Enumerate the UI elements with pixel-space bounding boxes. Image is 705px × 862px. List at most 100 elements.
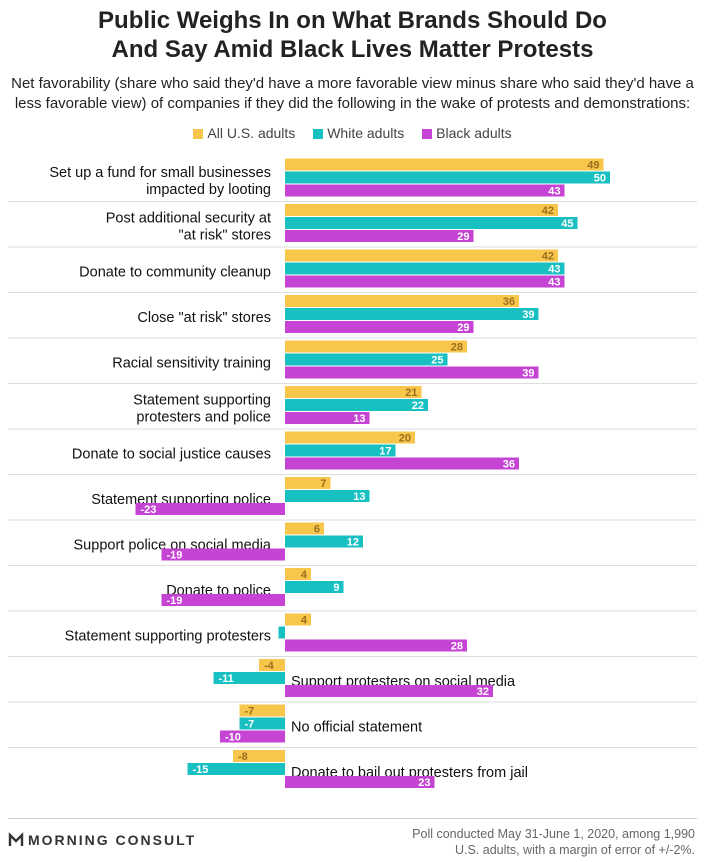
data-label: 36: [503, 459, 515, 471]
legend-item-all: All U.S. adults: [193, 125, 295, 141]
data-label: 28: [451, 641, 463, 653]
data-label: 21: [405, 387, 417, 399]
data-label: -11: [219, 673, 234, 685]
legend-swatch-white: [313, 129, 324, 139]
legend-item-black: Black adults: [422, 125, 512, 141]
subtitle-line-2: less favorable view) of companies if the…: [14, 95, 691, 112]
bar: [285, 204, 558, 216]
bar: [213, 672, 285, 684]
bar: [285, 457, 519, 470]
data-label: 42: [542, 205, 554, 217]
bar: [161, 548, 285, 561]
category-label: impacted by looting: [146, 182, 271, 198]
category-label: Statement supporting: [133, 393, 271, 409]
data-label: -10: [225, 732, 241, 744]
bar: [285, 776, 435, 788]
source-line-1: Poll conducted May 31-June 1, 2020, amon…: [412, 827, 695, 841]
source-note: Poll conducted May 31-June 1, 2020, amon…: [375, 826, 695, 858]
legend-label-black: Black adults: [436, 125, 512, 141]
data-label: 17: [379, 446, 391, 458]
category-label: No official statement: [291, 720, 422, 736]
legend-label-all: All U.S. adults: [207, 125, 296, 141]
bar: [239, 717, 285, 730]
title-line-2: And Say Amid Black Lives Matter Protests: [111, 36, 594, 63]
bar: [220, 730, 285, 743]
bar: [285, 308, 539, 320]
bar: [285, 613, 311, 626]
bar: [285, 366, 539, 379]
source-line-2: U.S. adults, with a margin of error of +…: [454, 843, 695, 857]
bar: [239, 704, 285, 717]
bar: [285, 275, 565, 288]
bar: [285, 490, 370, 502]
data-label: -7: [245, 719, 255, 731]
bar: [285, 158, 604, 171]
bar: [285, 412, 370, 424]
data-label: 20: [399, 433, 411, 445]
data-label: -19: [167, 595, 183, 607]
data-label: 36: [503, 296, 515, 308]
data-label: 29: [457, 322, 469, 334]
bar: [285, 568, 311, 580]
category-label: Set up a fund for small businesses: [49, 165, 271, 181]
legend-label-white: White adults: [327, 125, 405, 141]
data-label: 39: [522, 309, 534, 321]
bar: [285, 477, 331, 489]
bar: [285, 581, 344, 593]
data-label: 28: [451, 342, 463, 354]
bar: [259, 659, 285, 671]
chart-title: Public Weighs In on What Brands Should D…: [0, 6, 705, 64]
bar: [285, 321, 474, 333]
bar: [285, 340, 467, 353]
bar: [285, 685, 493, 697]
data-label: 23: [418, 777, 430, 789]
data-label: 50: [594, 173, 606, 185]
category-label: Donate to social justice causes: [72, 447, 271, 463]
data-label: 29: [457, 231, 469, 243]
bar: [285, 230, 474, 242]
data-label: -8: [238, 751, 248, 763]
morning-consult-icon: [8, 832, 24, 846]
category-label: Racial sensitivity training: [112, 356, 271, 372]
data-label: 4: [301, 569, 308, 581]
bar: [285, 184, 565, 197]
subtitle-line-1: Net favorability (share who said they'd …: [11, 75, 694, 92]
data-label: 13: [353, 413, 365, 425]
category-label: Post additional security at: [106, 211, 271, 227]
legend-item-white: White adults: [313, 125, 404, 141]
bar: [285, 639, 467, 652]
bar: [285, 386, 422, 398]
data-label: 45: [561, 218, 573, 230]
data-label: -7: [245, 706, 255, 718]
bar: [285, 399, 428, 411]
data-label: 6: [314, 524, 320, 536]
data-label: 43: [548, 264, 560, 276]
bar: [285, 217, 578, 229]
data-label: 13: [353, 491, 365, 503]
data-label: 4: [301, 615, 308, 627]
bar: [278, 626, 285, 639]
bar: [285, 262, 565, 275]
legend-swatch-black: [422, 129, 433, 139]
data-label: 43: [548, 277, 560, 289]
data-label: 43: [548, 186, 560, 198]
category-label: Close "at risk" stores: [137, 310, 271, 326]
data-label: 39: [522, 368, 534, 380]
bar: [285, 353, 448, 366]
bar: [285, 444, 396, 457]
category-label: protesters and police: [136, 410, 271, 426]
category-label: "at risk" stores: [179, 228, 271, 244]
bar-chart: Set up a fund for small businessesimpact…: [8, 158, 697, 789]
bar: [135, 503, 285, 515]
brand-name: MORNING CONSULT: [28, 832, 197, 848]
bar: [285, 431, 415, 444]
legend: All U.S. adults White adults Black adult…: [0, 125, 705, 141]
legend-swatch-all: [193, 129, 204, 139]
bar: [187, 763, 285, 775]
bar: [285, 249, 558, 262]
bar: [285, 295, 519, 307]
data-label: 49: [587, 160, 599, 172]
title-line-1: Public Weighs In on What Brands Should D…: [98, 7, 607, 34]
data-label: 32: [477, 686, 489, 698]
bar: [285, 535, 363, 548]
